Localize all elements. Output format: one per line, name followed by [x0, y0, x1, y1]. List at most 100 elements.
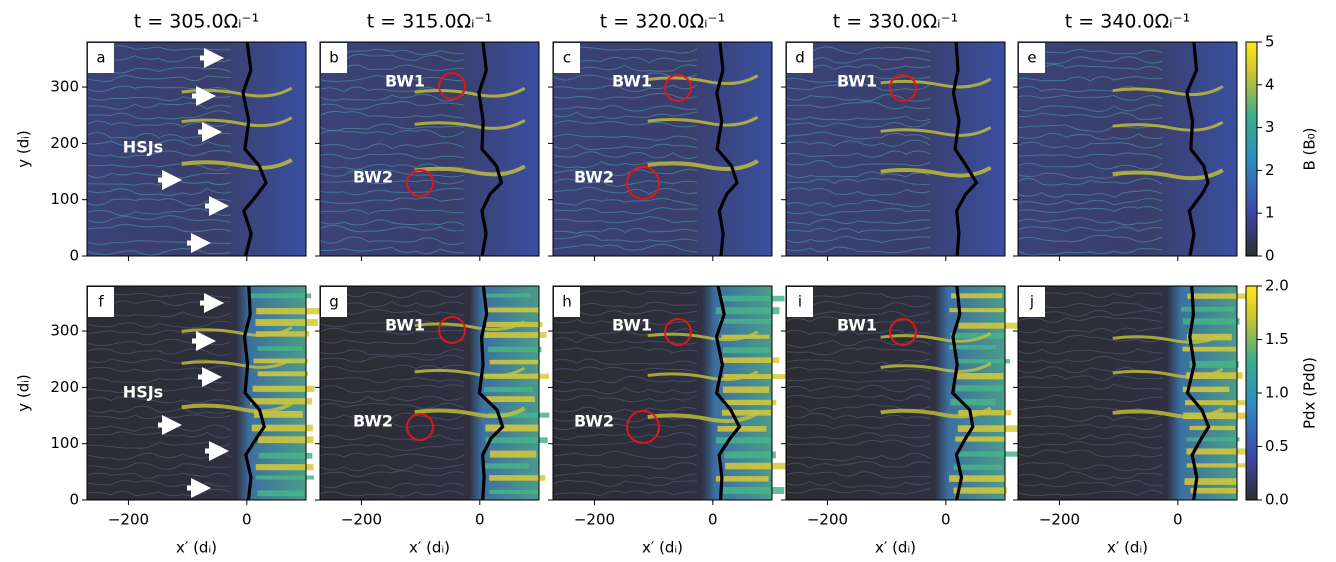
field-line — [319, 187, 465, 196]
annotation: BW1 — [385, 316, 425, 335]
x-tick-label: 0 — [475, 511, 485, 529]
field-line — [552, 84, 698, 93]
field-line — [552, 366, 698, 373]
field-line — [1017, 104, 1163, 113]
colorbar — [1245, 41, 1258, 257]
dense-streak — [486, 396, 535, 402]
jet — [414, 366, 526, 378]
panel-letter-box — [554, 43, 580, 73]
jet — [880, 77, 992, 89]
dense-streak — [254, 410, 303, 418]
panel: c BW1 BW2 — [552, 41, 773, 257]
dense-streak — [955, 385, 1003, 392]
field-line — [785, 452, 931, 462]
field-line — [785, 377, 931, 384]
field-line — [785, 460, 931, 469]
dense-streak — [255, 319, 318, 326]
field-line — [552, 234, 698, 243]
field-line — [319, 75, 465, 82]
field-line — [86, 149, 232, 158]
column-title: t = 340.0Ωᵢ⁻¹ — [1065, 11, 1190, 33]
y-tick-label: 300 — [50, 322, 79, 340]
field-line — [552, 490, 698, 497]
jet — [414, 406, 526, 419]
field-line — [552, 336, 698, 345]
x-tick-label: −200 — [1039, 511, 1080, 529]
field-line — [1017, 198, 1163, 206]
colorbar-tick-label: 4 — [1265, 75, 1275, 93]
boundary-line — [241, 41, 268, 257]
field-line — [86, 215, 232, 224]
panel-frame — [1017, 41, 1238, 257]
dense-streak — [953, 487, 1007, 494]
dense-streak — [954, 373, 1004, 380]
panel-letter-box — [88, 43, 114, 73]
dense-streak — [484, 332, 547, 338]
colorbar-label: Pdx (Pd0) — [1301, 357, 1319, 429]
dense-streak — [1187, 293, 1247, 299]
boundary-line — [951, 41, 979, 257]
panel-frame — [86, 41, 307, 257]
y-tick-label: 0 — [69, 247, 79, 265]
panel-letter-box — [1019, 287, 1045, 317]
field-line — [552, 462, 698, 470]
dense-streak — [957, 359, 1011, 364]
dense-streak — [950, 332, 1005, 339]
field-line — [1017, 152, 1163, 160]
field-line — [785, 394, 931, 401]
dense-streak — [252, 385, 315, 392]
field-line — [1017, 124, 1163, 133]
jet — [1112, 168, 1224, 181]
colorbar-tick-label: 1 — [1265, 204, 1275, 222]
field-line — [785, 178, 931, 185]
panel-frame — [785, 285, 1006, 501]
field-line — [785, 432, 931, 440]
jet — [1112, 85, 1224, 97]
field-line — [319, 236, 465, 246]
field-line — [1017, 423, 1163, 430]
panel: i BW1 — [785, 285, 1021, 501]
dense-streak — [488, 412, 550, 418]
dense-streak — [257, 346, 303, 351]
highlight-circle — [664, 318, 692, 346]
field-line — [552, 93, 698, 101]
annotation: BW1 — [612, 72, 652, 91]
panel-letter: d — [795, 49, 805, 67]
field-line — [86, 75, 232, 82]
panel-letter: j — [1029, 293, 1034, 311]
dense-streak — [725, 462, 789, 470]
field-line — [785, 101, 931, 110]
panel-letter: c — [563, 49, 571, 67]
field-line — [319, 384, 465, 394]
field-line — [319, 153, 465, 160]
field-line — [785, 150, 931, 158]
jet — [414, 320, 526, 331]
panel: h BW1 BW2 — [552, 285, 789, 501]
panel-letter-box — [88, 287, 114, 317]
field-line — [552, 143, 698, 151]
field-line — [1017, 316, 1163, 323]
panel-letter-box — [321, 287, 347, 317]
field-line — [785, 384, 931, 393]
panel-letter: f — [98, 293, 104, 311]
panel-frame — [319, 285, 540, 501]
colorbar-tick-label: 2 — [1265, 161, 1275, 179]
dense-streak — [722, 386, 770, 393]
annotation: BW1 — [837, 316, 877, 335]
field-line — [785, 423, 931, 430]
dense-streak — [486, 321, 543, 328]
field-line — [86, 414, 232, 420]
highlight-circle — [438, 72, 466, 100]
y-tick-label: 300 — [50, 78, 79, 96]
field-line — [86, 320, 232, 329]
colorbar-tick-label: 0.5 — [1265, 437, 1289, 455]
field-line — [86, 179, 232, 186]
jet — [414, 164, 526, 177]
y-tick-label: 0 — [69, 491, 79, 509]
field-line — [785, 131, 931, 140]
field-line — [552, 243, 698, 253]
dense-streak — [1183, 412, 1247, 420]
dense-streak — [1186, 437, 1240, 442]
dense-streak — [715, 307, 780, 315]
column-title: t = 315.0Ωᵢ⁻¹ — [367, 11, 492, 33]
